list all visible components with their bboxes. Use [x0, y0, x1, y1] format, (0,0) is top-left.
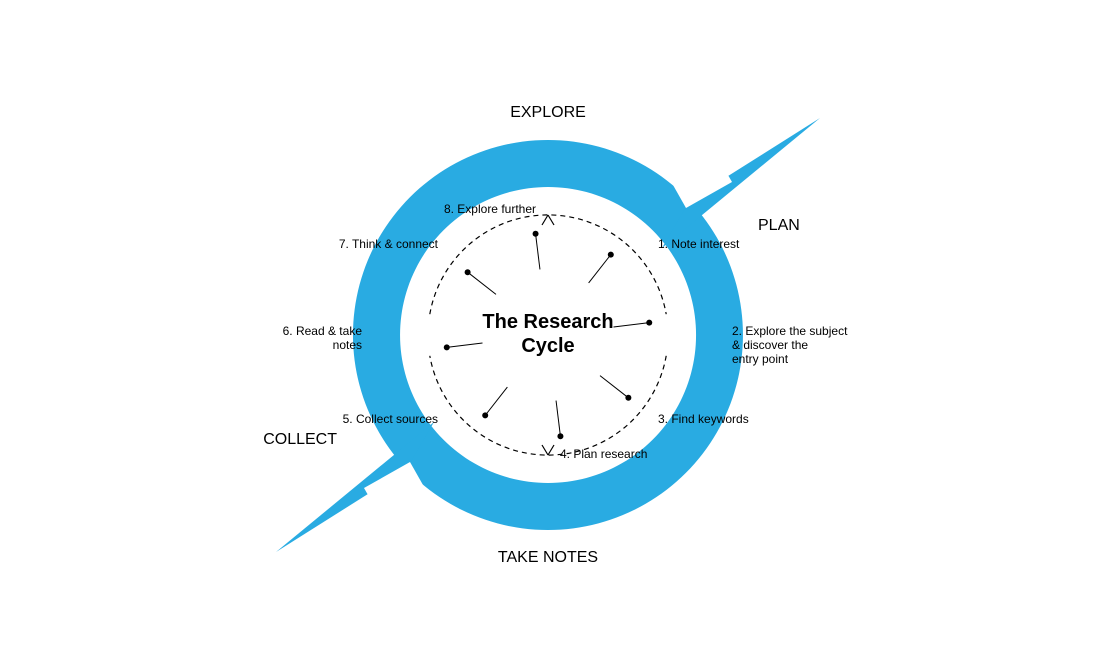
step-spoke	[447, 343, 483, 347]
step-dot	[646, 320, 652, 326]
step-dot	[533, 231, 539, 237]
step-label-5: 5. Collect sources	[343, 412, 438, 426]
step-spoke	[600, 376, 628, 398]
center-title: The Research Cycle	[482, 311, 613, 357]
phase-plan: PLAN	[758, 217, 800, 234]
step-label-2: 2. Explore the subject& discover theentr…	[732, 324, 848, 366]
step-dot	[625, 395, 631, 401]
step-dot	[482, 412, 488, 418]
center-line1: The Research	[482, 311, 613, 333]
inner-arc-bottom	[430, 356, 666, 455]
step-dot	[608, 252, 614, 258]
inner-arc-arrow-top	[542, 215, 554, 225]
step-spoke	[485, 387, 507, 415]
step-spoke	[589, 255, 611, 283]
inner-arc-arrow-bottom	[542, 445, 554, 455]
phase-explore: EXPLORE	[510, 104, 586, 121]
step-dot	[444, 344, 450, 350]
step-label-1: 1. Note interest	[658, 237, 740, 251]
step-spoke	[536, 234, 540, 270]
phase-take-notes: TAKE NOTES	[498, 549, 598, 566]
center-line2: Cycle	[521, 335, 574, 357]
phase-collect: COLLECT	[263, 431, 337, 448]
step-dot	[465, 269, 471, 275]
step-label-7: 7. Think & connect	[339, 237, 439, 251]
step-label-3: 3. Find keywords	[658, 412, 749, 426]
step-dot	[557, 433, 563, 439]
inner-arc-top	[430, 215, 666, 314]
step-spoke	[614, 323, 650, 327]
step-label-6: 6. Read & takenotes	[283, 324, 363, 352]
step-spoke	[468, 272, 496, 294]
step-label-4: 4. Plan research	[560, 447, 647, 461]
step-spoke	[556, 401, 560, 437]
research-cycle-diagram: EXPLORE PLAN TAKE NOTES COLLECT The Rese…	[0, 0, 1100, 671]
step-label-8: 8. Explore further	[444, 202, 536, 216]
